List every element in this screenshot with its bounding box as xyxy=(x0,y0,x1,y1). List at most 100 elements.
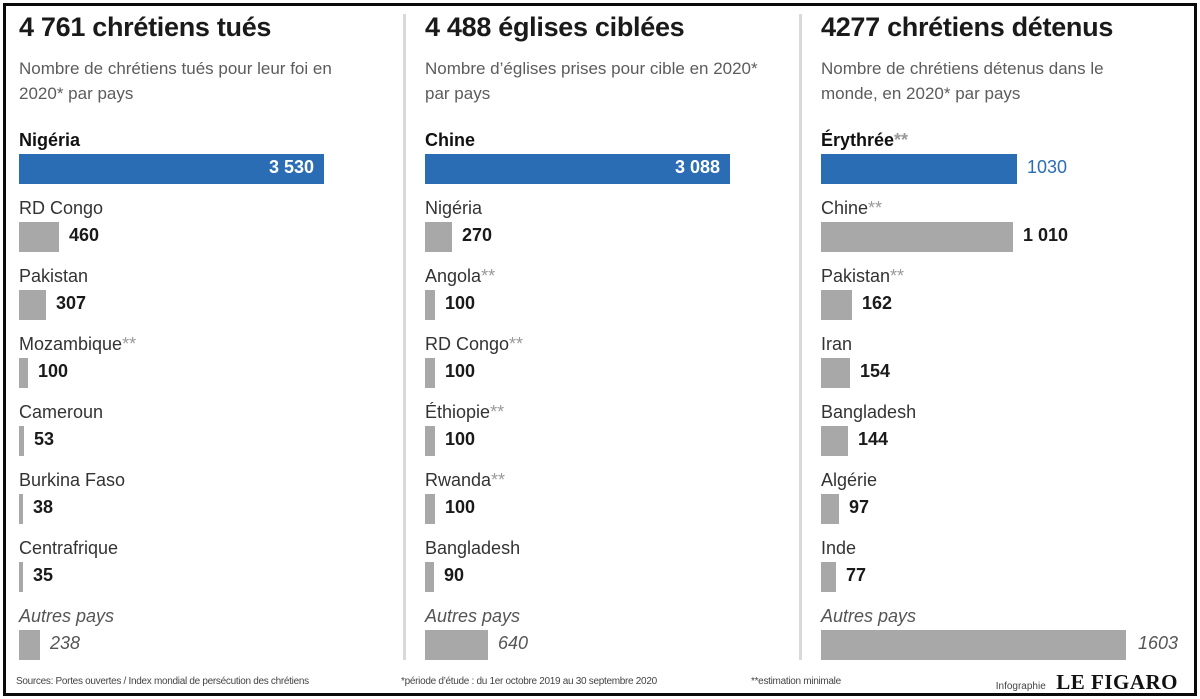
bar-row: Algérie 97 xyxy=(821,470,1196,538)
panel-subtitle: Nombre d’églises prises pour cible en 20… xyxy=(425,59,758,103)
category-name: Pakistan xyxy=(19,266,89,286)
credit-label: Infographie xyxy=(995,681,1046,692)
category-name: Autres pays xyxy=(425,606,521,626)
bar xyxy=(821,494,839,524)
category-label: Pakistan** xyxy=(821,266,904,287)
column-divider xyxy=(799,14,802,660)
bar xyxy=(19,358,28,388)
bar-row: Autres pays 640 xyxy=(425,606,800,674)
estimate-marker: ** xyxy=(509,334,524,354)
footer-sources: Sources: Portes ouvertes / Index mondial… xyxy=(16,676,309,687)
category-name: Éthiopie xyxy=(425,402,491,422)
bar xyxy=(19,426,24,456)
bar-row: Angola** 100 xyxy=(425,266,800,334)
bar xyxy=(425,290,435,320)
category-label: Autres pays xyxy=(19,606,114,627)
panel-title: 4 761 chrétiens tués xyxy=(19,12,272,42)
bar-row: RD Congo 460 xyxy=(19,198,394,266)
panel-title: 4 488 églises ciblées xyxy=(425,12,685,42)
category-name: Centrafrique xyxy=(19,538,119,558)
category-name: Burkina Faso xyxy=(19,470,126,490)
value-label: 144 xyxy=(858,429,889,449)
value-label: 270 xyxy=(462,225,493,245)
bar xyxy=(19,222,59,252)
bar xyxy=(19,290,46,320)
category-name: Bangladesh xyxy=(425,538,521,558)
category-label: Bangladesh xyxy=(425,538,520,559)
value-label: 162 xyxy=(862,293,893,313)
estimate-marker: ** xyxy=(868,198,883,218)
value-label: 3 088 xyxy=(674,157,720,177)
category-name: Mozambique xyxy=(19,334,123,354)
bar xyxy=(425,358,435,388)
category-name: RD Congo xyxy=(19,198,104,218)
category-name: Nigéria xyxy=(19,130,81,150)
bar xyxy=(821,290,852,320)
bar xyxy=(821,358,850,388)
category-label: RD Congo xyxy=(19,198,103,219)
value-label: 640 xyxy=(498,633,529,653)
category-label: Iran xyxy=(821,334,852,355)
value-label: 35 xyxy=(33,565,54,585)
value-label: 53 xyxy=(34,429,55,449)
panel-chretiens-tues: 4 761 chrétiens tués Nombre de chrétiens… xyxy=(19,12,394,660)
bar xyxy=(821,154,1017,184)
value-label: 100 xyxy=(445,361,476,381)
value-label: 100 xyxy=(38,361,69,381)
footer-estimate-note: **estimation minimale xyxy=(751,676,841,687)
bar xyxy=(425,154,730,184)
bar xyxy=(425,222,452,252)
bar xyxy=(19,562,23,592)
category-label: Chine xyxy=(425,130,475,151)
value-label: 97 xyxy=(849,497,870,517)
category-name: Autres pays xyxy=(821,606,917,626)
estimate-marker: ** xyxy=(122,334,137,354)
bar-row: Autres pays 238 xyxy=(19,606,394,674)
category-label: Inde xyxy=(821,538,856,559)
category-name: Inde xyxy=(821,538,857,558)
estimate-marker: ** xyxy=(490,402,505,422)
estimate-marker: ** xyxy=(890,266,905,286)
value-label: 460 xyxy=(69,225,100,245)
bar-row: Chine** 1 010 xyxy=(821,198,1196,266)
bar-row: Bangladesh 90 xyxy=(425,538,800,606)
panel-subtitle: Nombre de chrétiens détenus dans le mond… xyxy=(821,59,1104,103)
bar-row: Mozambique** 100 xyxy=(19,334,394,402)
value-label: 154 xyxy=(860,361,891,381)
value-label: 1030 xyxy=(1027,157,1068,177)
category-label: Érythrée** xyxy=(821,130,908,151)
category-name: Algérie xyxy=(821,470,878,490)
category-name: Cameroun xyxy=(19,402,104,422)
bar-row: Nigéria 270 xyxy=(425,198,800,266)
category-label: Autres pays xyxy=(821,606,916,627)
bar xyxy=(821,562,836,592)
category-label: Pakistan xyxy=(19,266,88,287)
category-label: Bangladesh xyxy=(821,402,916,423)
bar xyxy=(19,494,23,524)
bar xyxy=(821,426,848,456)
footer-period-note: *période d’étude : du 1er octobre 2019 a… xyxy=(401,676,657,687)
bar xyxy=(425,494,435,524)
bar-row: Bangladesh 144 xyxy=(821,402,1196,470)
bar-row: Cameroun 53 xyxy=(19,402,394,470)
panel-eglises-ciblees: 4 488 églises ciblées Nombre d’églises p… xyxy=(425,12,800,660)
bar xyxy=(425,630,488,660)
bar-row: RD Congo** 100 xyxy=(425,334,800,402)
bar-row: Iran 154 xyxy=(821,334,1196,402)
category-label: Burkina Faso xyxy=(19,470,125,491)
estimate-marker: ** xyxy=(491,470,506,490)
category-name: Chine xyxy=(425,130,476,150)
bar-row: Pakistan** 162 xyxy=(821,266,1196,334)
category-label: Rwanda** xyxy=(425,470,505,491)
category-label: Angola** xyxy=(425,266,495,287)
bar-row: Chine 3 088 xyxy=(425,130,800,198)
value-label: 77 xyxy=(846,565,867,585)
value-label: 90 xyxy=(444,565,465,585)
category-name: Autres pays xyxy=(19,606,115,626)
category-name: Pakistan xyxy=(821,266,891,286)
bar xyxy=(19,154,324,184)
panel-title: 4277 chrétiens détenus xyxy=(821,12,1114,42)
category-label: Mozambique** xyxy=(19,334,136,355)
category-label: Éthiopie** xyxy=(425,402,504,423)
le-figaro-logo: LE FIGARO xyxy=(1056,670,1178,694)
